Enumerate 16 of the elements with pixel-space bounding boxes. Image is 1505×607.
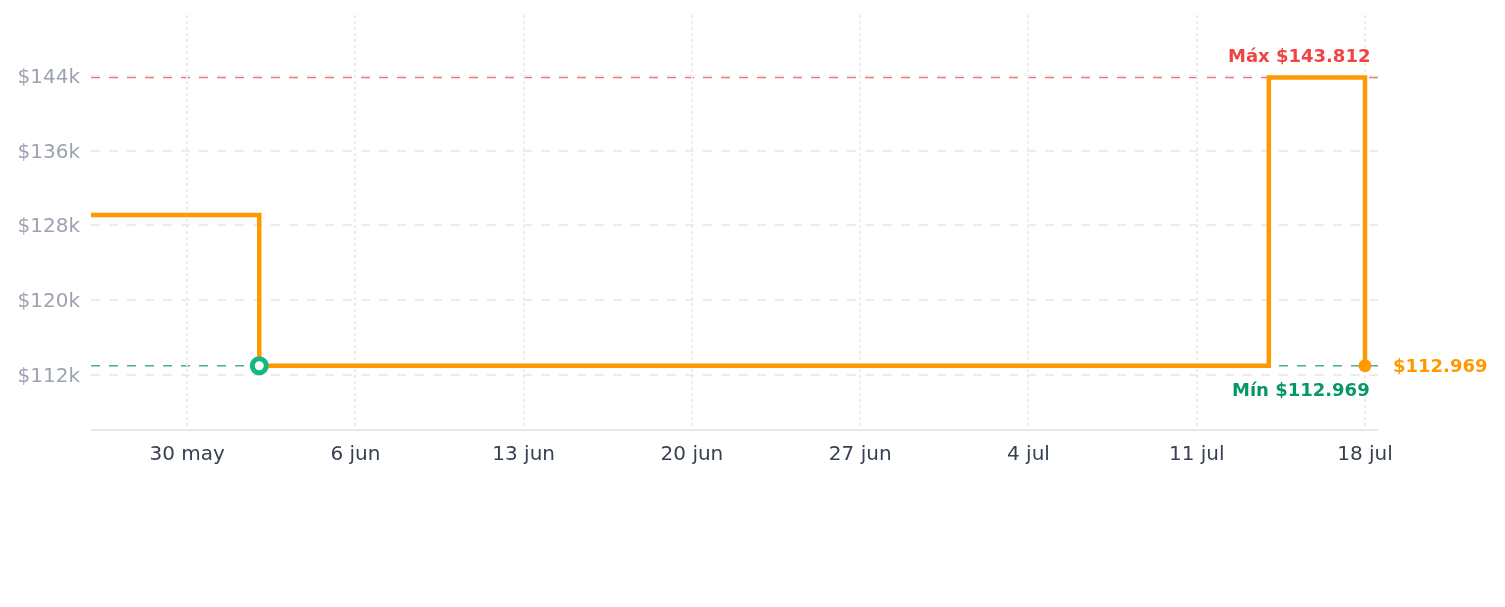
x-tick-label: 4 jul <box>1007 441 1050 465</box>
x-tick-label: 27 jun <box>828 441 892 465</box>
y-tick-label: $112k <box>17 362 81 387</box>
y-tick-label: $136k <box>17 138 81 163</box>
x-tick-label: 18 jul <box>1337 441 1393 465</box>
y-tick-label: $144k <box>17 63 81 88</box>
x-tick-label: 30 may <box>149 441 225 465</box>
data-label: $112.969 <box>1393 355 1488 376</box>
y-tick-label: $128k <box>17 213 81 238</box>
x-tick-label: 13 jun <box>492 441 556 465</box>
y-tick-label: $120k <box>17 288 81 313</box>
x-tick-label: 20 jun <box>660 441 724 465</box>
ref-line-label: Máx $143.812 <box>1228 45 1371 66</box>
ref-line-label: Mín $112.969 <box>1232 379 1370 400</box>
x-tick-label: 11 jul <box>1168 441 1225 465</box>
x-tick-label: 6 jun <box>330 441 381 465</box>
